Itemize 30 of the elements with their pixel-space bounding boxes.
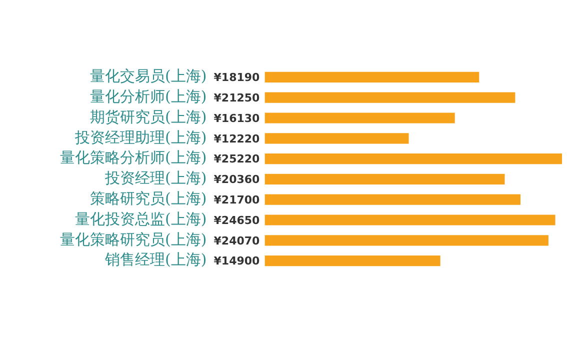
y-tick-label: 量化策略研究员(上海) xyxy=(60,230,207,248)
bar xyxy=(264,72,480,83)
y-tick-label: 销售经理(上海) xyxy=(104,250,207,269)
data-label: ¥16130 xyxy=(214,112,260,125)
data-label: ¥24070 xyxy=(214,234,260,248)
y-tick-label: 策略研究员(上海) xyxy=(90,189,207,208)
bar xyxy=(264,92,516,103)
y-tick-label: 量化策略分析师(上海) xyxy=(60,148,207,167)
data-label: ¥20360 xyxy=(214,173,260,186)
bar xyxy=(264,194,521,205)
y-tick-label: 投资经理(上海) xyxy=(104,169,207,188)
bar xyxy=(264,112,455,124)
y-tick-label: 量化交易员(上海) xyxy=(90,67,207,86)
data-label: ¥24650 xyxy=(214,214,260,227)
data-label: ¥18190 xyxy=(214,71,260,84)
bar xyxy=(264,214,556,226)
data-label: ¥25220 xyxy=(214,152,260,166)
bar xyxy=(264,133,409,144)
y-tick-label: 量化投资总监(上海) xyxy=(74,210,207,228)
y-tick-label: 投资经理助理(上海) xyxy=(74,128,207,146)
y-tick-label: 量化分析师(上海) xyxy=(90,87,207,106)
data-label: ¥12220 xyxy=(214,132,260,146)
bar xyxy=(264,235,548,246)
bar xyxy=(264,255,440,266)
data-label: ¥14900 xyxy=(214,254,260,268)
data-label: ¥21250 xyxy=(214,91,260,104)
data-label: ¥21700 xyxy=(214,193,260,206)
bar xyxy=(264,153,562,164)
bar xyxy=(264,174,505,185)
y-tick-label: 期货研究员(上海) xyxy=(90,108,207,126)
